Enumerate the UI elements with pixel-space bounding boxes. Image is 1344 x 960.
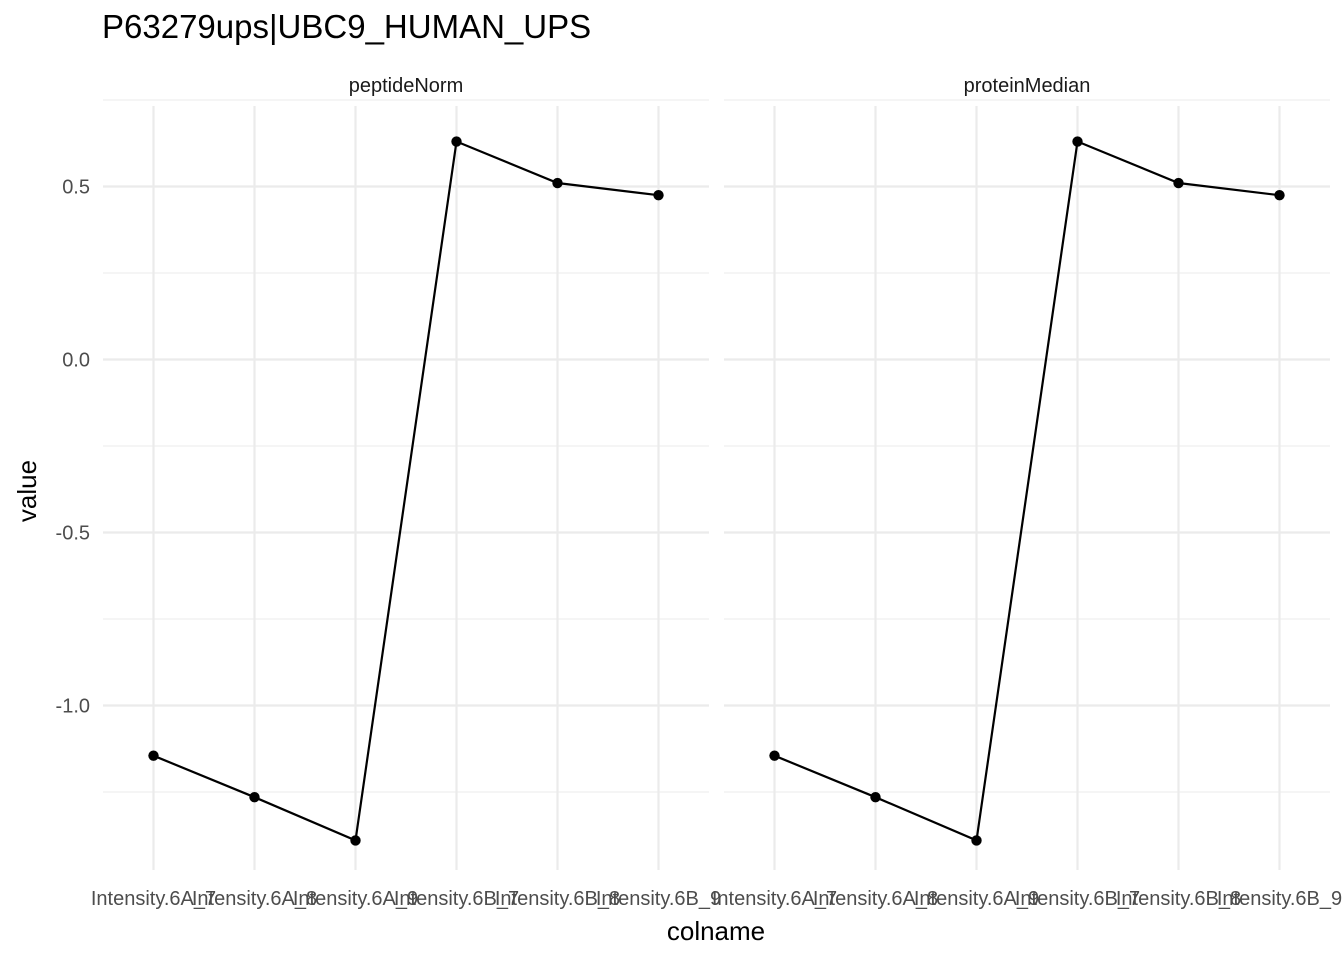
x-tick-label: Intensity.6A_9 [914,888,1039,910]
y-tick-label: 0.5 [62,177,90,199]
x-tick-label: Intensity.6B_9 [1217,888,1342,910]
facet-panel-proteinMedian: proteinMedianIntensity.6A_7Intensity.6A_… [712,75,1342,910]
y-tick-label: -0.5 [56,523,90,545]
x-tick-label: Intensity.6A_9 [293,888,418,910]
x-tick-label: Intensity.6B_7 [394,888,519,910]
facet-strip-label: peptideNorm [349,75,464,97]
x-tick-label: Intensity.6B_9 [596,888,721,910]
y-axis-tick-labels: -1.0 -0.5 0.0 0.5 [56,177,90,718]
data-point [1274,189,1285,201]
facet-panel-peptideNorm: peptideNormIntensity.6A_7Intensity.6A_8I… [91,75,721,910]
data-point [249,791,260,803]
data-point [552,177,563,189]
y-axis-title: value [12,460,42,522]
data-point [451,136,462,147]
data-point [769,750,780,761]
x-axis-title: colname [667,916,765,946]
data-point [148,750,159,761]
data-point [1072,136,1083,147]
y-tick-label: -1.0 [56,696,90,718]
data-point [653,189,664,201]
data-point [1173,177,1184,189]
x-tick-label: Intensity.6A_8 [813,888,938,910]
data-point [870,791,881,803]
x-tick-label: Intensity.6A_7 [91,888,216,910]
facet-panels: peptideNormIntensity.6A_7Intensity.6A_8I… [91,75,1342,910]
chart-title: P63279ups|UBC9_HUMAN_UPS [102,8,591,45]
x-tick-label: Intensity.6A_8 [192,888,317,910]
series-line [153,139,659,842]
x-tick-label: Intensity.6B_7 [1015,888,1140,910]
series-line [774,139,1280,842]
x-tick-label: Intensity.6A_7 [712,888,837,910]
y-tick-label: 0.0 [62,350,90,372]
x-tick-label: Intensity.6B_8 [1116,888,1241,910]
data-point [350,835,361,846]
facet-strip-label: proteinMedian [964,75,1091,97]
x-tick-label: Intensity.6B_8 [495,888,620,910]
data-point [971,835,982,846]
